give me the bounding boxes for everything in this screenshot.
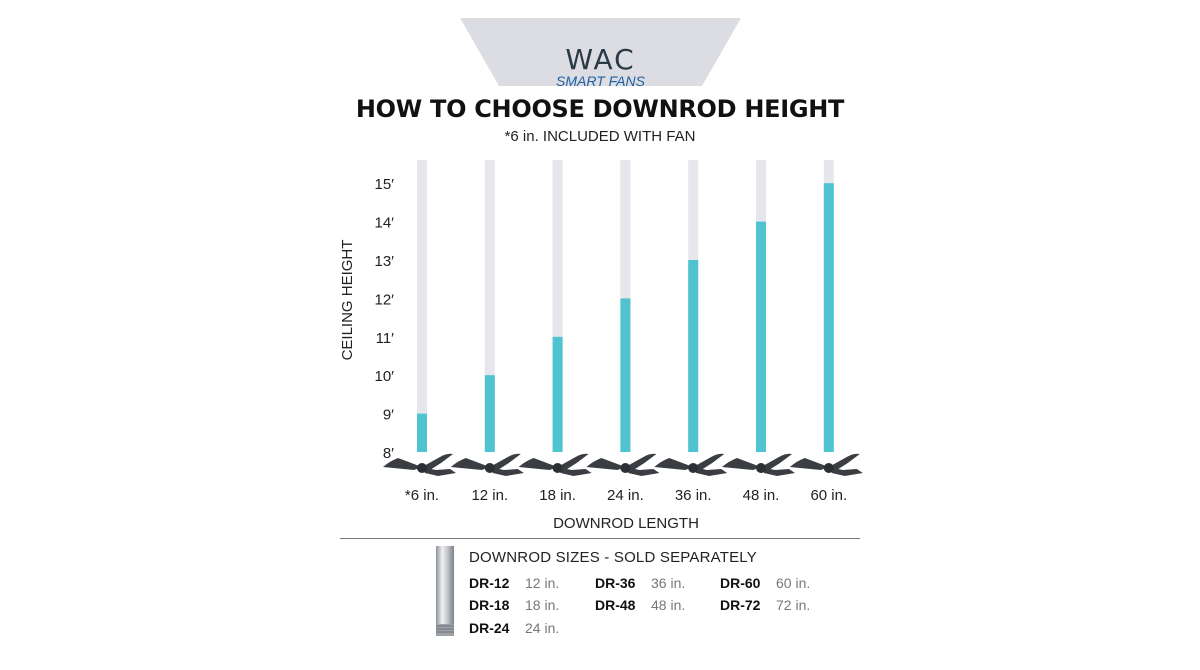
- y-tick-label: 15′: [375, 176, 395, 193]
- y-tick-label: 13′: [375, 253, 395, 270]
- downrod-sizes-title: DOWNROD SIZES - SOLD SEPARATELY: [469, 549, 757, 566]
- downrod-length: 72 in.: [776, 597, 811, 613]
- y-tick-label: 9′: [383, 407, 394, 424]
- downrod-code: DR-36: [595, 575, 636, 591]
- bar: [620, 298, 631, 452]
- ceiling-fan-icon: [586, 453, 660, 476]
- bar: [484, 375, 495, 452]
- y-tick-label: 10′: [375, 368, 395, 385]
- x-tick-label: 12 in.: [471, 487, 508, 504]
- downrod-size-item: DR-60 60 in.: [720, 575, 810, 591]
- page-title: HOW TO CHOOSE DOWNROD HEIGHT: [355, 95, 845, 123]
- ceiling-fan-icon: [518, 453, 592, 476]
- downrod-length: 24 in.: [525, 620, 560, 636]
- downrod-length: 36 in.: [651, 575, 686, 591]
- x-tick-label: 36 in.: [675, 487, 712, 504]
- downrod-length: 60 in.: [776, 575, 811, 591]
- ceiling-fan-icon: [383, 453, 456, 476]
- page-subtitle: *6 in. INCLUDED WITH FAN: [504, 128, 696, 145]
- bar: [417, 413, 427, 452]
- downrod-length: 12 in.: [525, 575, 560, 591]
- bar: [823, 183, 834, 452]
- y-axis-label: CEILING HEIGHT: [339, 240, 356, 361]
- bar-track: [484, 160, 495, 452]
- downrod-size-item: DR-48 48 in.: [595, 597, 685, 613]
- bar-track: [552, 160, 563, 452]
- section-divider: [340, 538, 860, 539]
- y-tick-label: 14′: [375, 215, 395, 232]
- ceiling-fan-icon: [450, 453, 524, 476]
- bar: [756, 221, 766, 452]
- brand-banner: WAC SMART FANS: [460, 18, 741, 89]
- downrod-length: 48 in.: [651, 597, 686, 613]
- x-tick-label: 48 in.: [743, 487, 780, 504]
- brand-subline: SMART FANS: [556, 73, 645, 89]
- downrod-code: DR-12: [469, 575, 510, 591]
- x-tick-label: 60 in.: [810, 487, 847, 504]
- downrod-code: DR-72: [720, 597, 761, 613]
- x-tick-label: 18 in.: [539, 487, 576, 504]
- downrod-size-item: DR-24 24 in.: [469, 620, 559, 636]
- ceiling-fan-icon: [722, 453, 795, 476]
- downrod-length: 18 in.: [525, 597, 560, 613]
- banner-shape: [460, 18, 741, 86]
- x-axis-label: DOWNROD LENGTH: [553, 515, 699, 532]
- downrod-chart: 8′ 9′ 10′ 11′ 12′ 13′ 14′ 15′ CEILING HEIGHT *6 i…: [339, 160, 863, 532]
- downrod-size-item: DR-12 12 in.: [469, 575, 559, 591]
- bar: [688, 260, 699, 452]
- downrod-code: DR-48: [595, 597, 636, 613]
- downrod-pipe-icon: [436, 546, 454, 636]
- x-tick-label: *6 in.: [405, 487, 439, 504]
- y-tick-label: 11′: [376, 330, 395, 347]
- downrod-size-item: DR-36 36 in.: [595, 575, 685, 591]
- ceiling-fan-icon: [789, 453, 863, 476]
- downrod-size-item: DR-18 18 in.: [469, 597, 559, 613]
- downrod-code: DR-60: [720, 575, 761, 591]
- downrod-size-item: DR-72 72 in.: [720, 597, 810, 613]
- ceiling-fan-icon: [654, 453, 728, 476]
- downrod-code: DR-24: [469, 620, 510, 636]
- brand-logo: WAC: [565, 43, 636, 76]
- y-tick-label: 8′: [383, 445, 394, 462]
- downrod-code: DR-18: [469, 597, 510, 613]
- bar: [552, 336, 563, 452]
- bar-track: [417, 160, 427, 452]
- x-tick-label: 24 in.: [607, 487, 644, 504]
- y-tick-label: 12′: [375, 291, 395, 308]
